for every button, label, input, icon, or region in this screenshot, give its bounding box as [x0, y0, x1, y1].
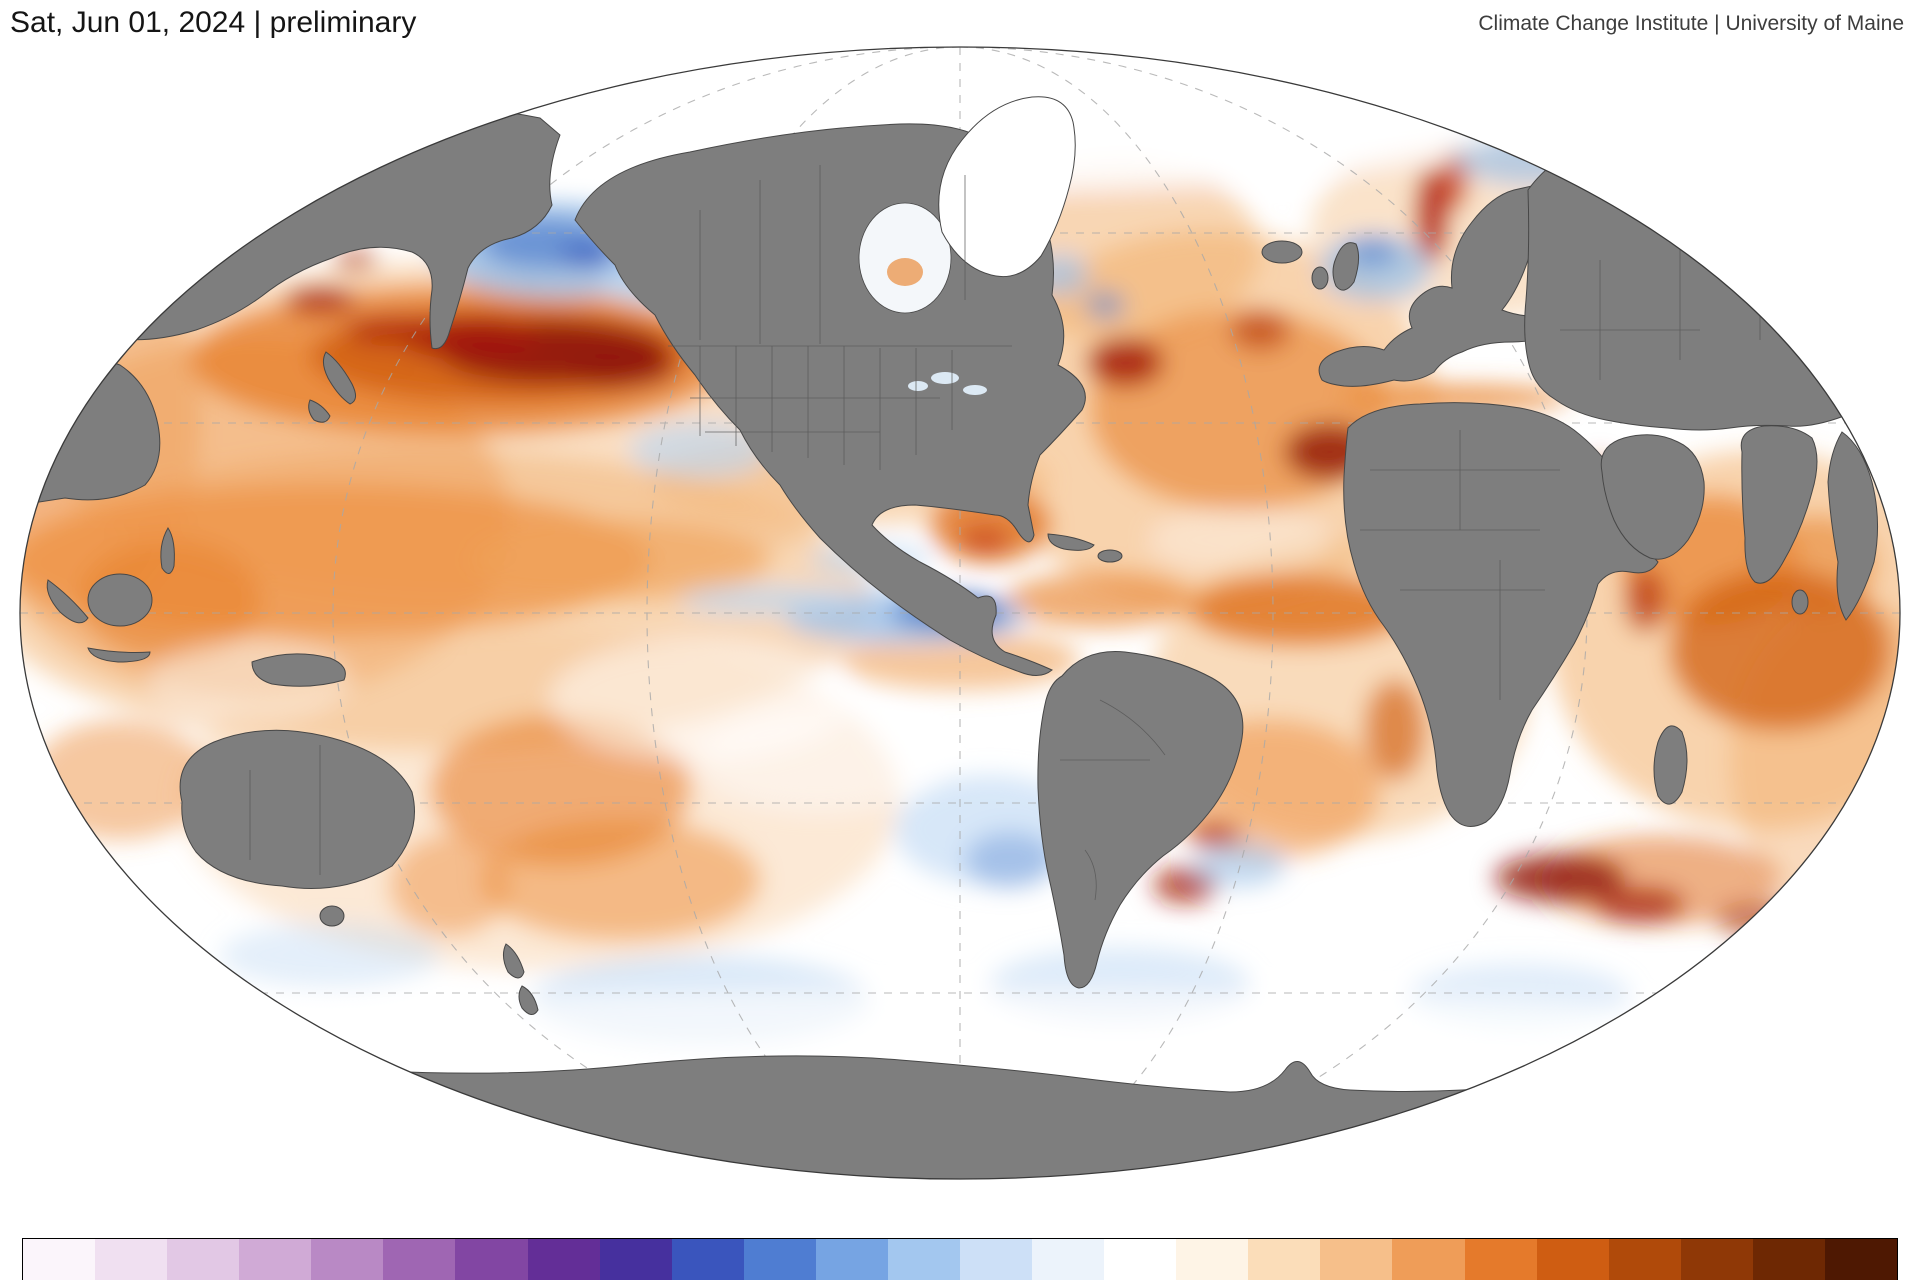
landmass-south-america — [1037, 651, 1244, 989]
great-lake — [931, 372, 959, 384]
colorbar-segment — [1392, 1239, 1465, 1280]
colorbar-segment — [671, 1239, 744, 1280]
landmass-cuba — [1047, 533, 1095, 551]
landmass-antarctica — [20, 1055, 1900, 1179]
colorbar-segment — [1536, 1239, 1609, 1280]
colorbar-segment — [815, 1239, 888, 1280]
landmass-new-guinea — [251, 653, 346, 687]
landmass-madagascar — [1653, 725, 1688, 805]
colorbar-segment — [960, 1239, 1033, 1280]
landmass-australia — [179, 729, 415, 889]
landmass-sri-lanka — [1791, 589, 1809, 615]
great-lake — [963, 385, 987, 395]
colorbar-segment — [1320, 1239, 1393, 1280]
landmass-borneo — [87, 573, 153, 627]
colorbar-segment — [1464, 1239, 1537, 1280]
colorbar-segment — [743, 1239, 816, 1280]
landmass-hispaniola — [1097, 549, 1123, 563]
colorbar-segment — [1752, 1239, 1825, 1280]
landmass-iceland — [1261, 240, 1303, 264]
attribution-label: Climate Change Institute | University of… — [1478, 12, 1904, 35]
landmass-tasmania — [319, 905, 345, 927]
colorbar-segment — [1248, 1239, 1321, 1280]
landmass-new-zealand-south — [518, 985, 539, 1015]
landmass-java — [87, 647, 151, 663]
landmass-arabia — [1600, 434, 1705, 560]
landmass-asia — [1524, 103, 1899, 431]
landmass-sumatra — [46, 579, 89, 624]
colorbar-segment — [1032, 1239, 1105, 1280]
landmass-japan-south — [308, 399, 331, 423]
landmass-greenland — [938, 96, 1076, 278]
hudson-bay-anomaly — [887, 258, 923, 286]
world-map — [19, 46, 1901, 1180]
colorbar-segment — [599, 1239, 672, 1280]
colorbar-segment — [95, 1239, 168, 1280]
landmass-japan — [322, 351, 356, 405]
map-outline — [19, 46, 1901, 1180]
colorbar-segment — [1176, 1239, 1249, 1280]
landmass-india — [1740, 425, 1818, 584]
great-lake — [908, 381, 928, 391]
colorbar-segment — [167, 1239, 240, 1280]
date-label: Sat, Jun 01, 2024 | preliminary — [10, 6, 417, 39]
landmass-ireland — [1311, 266, 1329, 290]
colorbar-segment — [1104, 1239, 1177, 1280]
colorbar-segment — [1608, 1239, 1681, 1280]
colorbar-segment — [527, 1239, 600, 1280]
colorbar-segment — [23, 1239, 96, 1280]
landmass-philippines — [160, 527, 175, 574]
landmass-africa — [1343, 402, 1659, 827]
landmass-southeast-asia — [1827, 431, 1879, 621]
colorbar-segment — [887, 1239, 961, 1280]
colorbar — [22, 1238, 1898, 1280]
colorbar-segment — [311, 1239, 384, 1280]
landmass-new-zealand-north — [502, 943, 525, 979]
colorbar-segment — [1824, 1239, 1898, 1280]
colorbar-segment — [1680, 1239, 1753, 1280]
colorbar-segment — [383, 1239, 456, 1280]
colorbar-segment — [239, 1239, 312, 1280]
colorbar-segment — [455, 1239, 528, 1280]
landmass-britain — [1332, 242, 1360, 291]
